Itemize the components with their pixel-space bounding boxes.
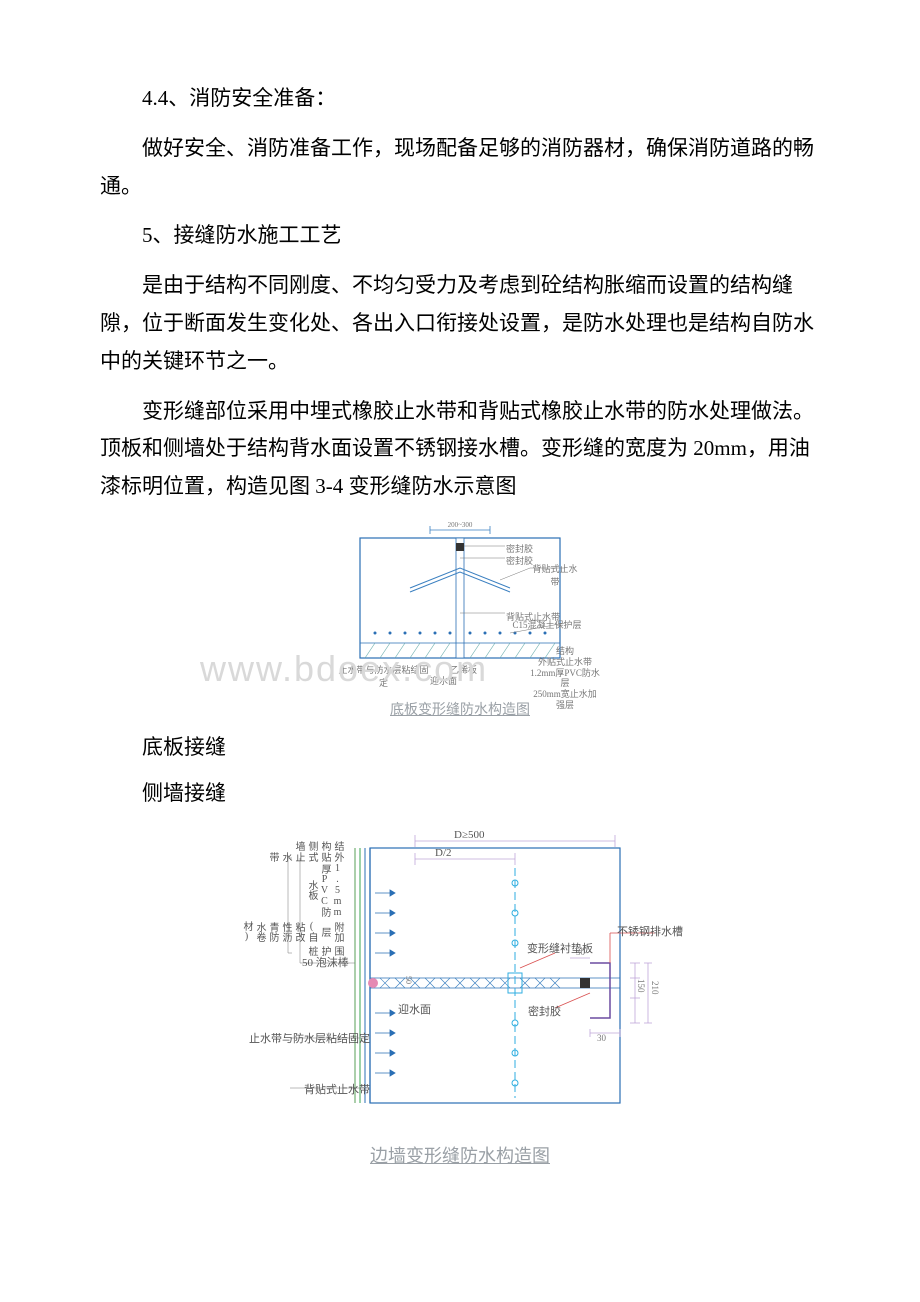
annot-c15: C15混凝土保护层 — [512, 618, 582, 631]
left-label-stack: 结构侧墙 外贴式止水带 1.5mm厚PVC防水板 附加层(自粘改性沥青防水卷材)… — [240, 841, 344, 956]
label-bottom-joint: 底板接缝 — [100, 729, 820, 767]
annot-pad: 变形缝衬垫板 — [520, 940, 600, 956]
annot-water-face: 迎水面 — [398, 1001, 431, 1017]
svg-text:200~300: 200~300 — [448, 521, 473, 529]
paragraph-safety: 做好安全、消防准备工作，现场配备足够的消防器材，确保消防道路的畅通。 — [100, 130, 820, 206]
diagram1-container: 200~300 — [100, 518, 820, 719]
annot-dim-half: D/2 — [435, 847, 452, 859]
heading-4-4: 4.4、消防安全准备： — [100, 80, 820, 118]
diagram2-caption: 边墙变形缝防水构造图 — [240, 1142, 680, 1168]
annot-sealant: 密封胶 — [528, 1003, 561, 1019]
label-side-joint: 侧墙接缝 — [100, 775, 820, 813]
annot-foam: 50 泡沫棒 — [302, 954, 349, 970]
annot-dim-30a: 30 — [576, 947, 585, 957]
annot-details: 结构 外贴式止水带 1.2mm厚PVC防水层 250mm宽止水加强层 — [530, 646, 600, 711]
annot-fix: 止水带与防水层粘结固定 — [240, 1030, 370, 1046]
diagram2-container: D≥500 D/2 结构侧墙 外贴式止水带 1.5mm厚PVC防水板 附加层(自… — [100, 823, 820, 1168]
annot-dim-210: 210 — [650, 981, 660, 995]
annot-sealant2: 密封胶 — [506, 554, 533, 567]
annot-note-left: 止水带与防水层粘结固定 — [336, 663, 431, 689]
annot-dim-50: 50 — [404, 976, 413, 984]
annot-back-waterstop: 背贴式止水带 — [270, 1081, 370, 1097]
annot-dim-150: 150 — [636, 979, 646, 993]
annot-ss-gutter: 不锈钢排水槽 — [610, 923, 690, 939]
annot-dim-top: D≥500 — [454, 829, 484, 841]
paragraph-deformation: 变形缝部位采用中埋式橡胶止水带和背贴式橡胶止水带的防水处理做法。顶板和侧墙处于结… — [100, 393, 820, 506]
annot-backpaste: 背贴式止水带 — [530, 562, 580, 588]
paragraph-joint-desc: 是由于结构不同刚度、不均匀受力及考虑到砼结构胀缩而设置的结构缝隙，位于断面发生变… — [100, 267, 820, 380]
annot-dim-30b: 30 — [597, 1033, 606, 1043]
heading-5: 5、接缝防水施工工艺 — [100, 217, 820, 255]
annot-waterline: 迎水面 — [430, 674, 457, 687]
